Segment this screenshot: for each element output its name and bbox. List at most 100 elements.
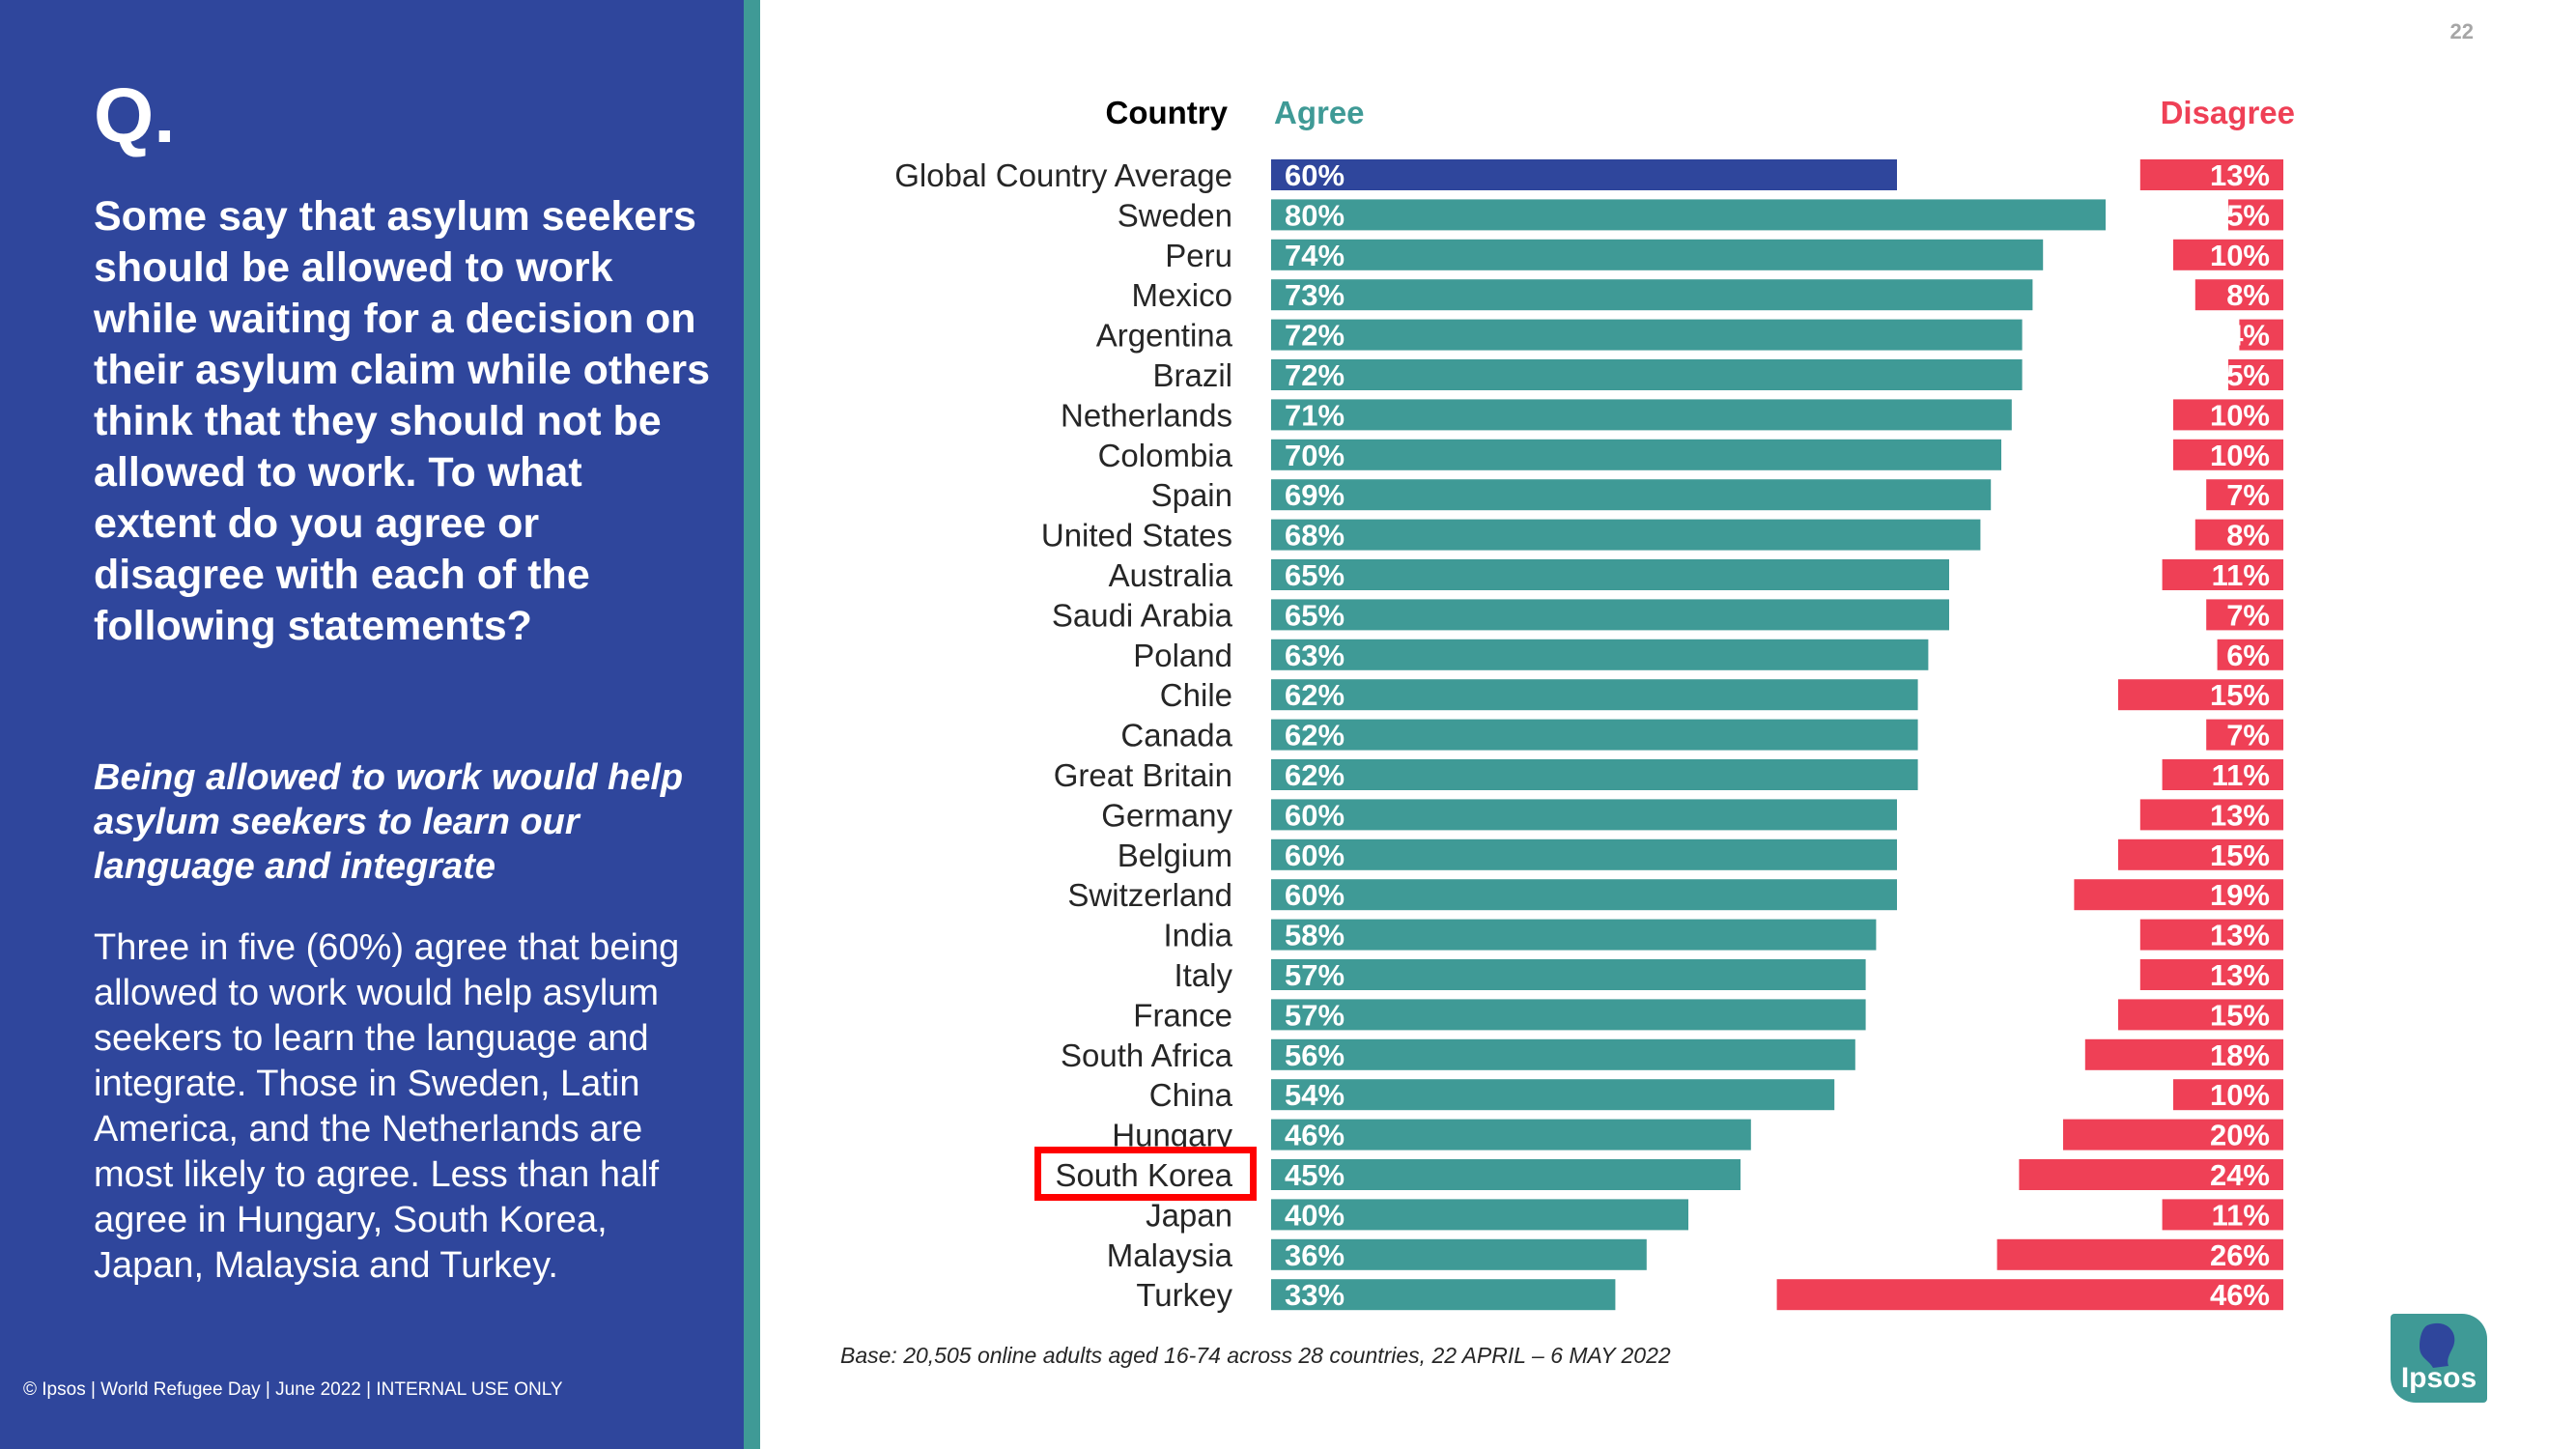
agree-bar: [1271, 439, 2001, 470]
accent-strip: [744, 0, 760, 1449]
country-label: China: [1149, 1077, 1233, 1113]
agree-value-label: 54%: [1285, 1078, 1345, 1112]
agree-value-label: 80%: [1285, 198, 1345, 232]
disagree-bar: [2239, 319, 2283, 351]
disagree-value-label: 6%: [2226, 639, 2270, 672]
agree-bar: [1271, 999, 1866, 1031]
disagree-bar: [2173, 399, 2283, 431]
country-label: United States: [1041, 518, 1232, 554]
agree-value-label: 63%: [1285, 639, 1345, 672]
country-label: Saudi Arabia: [1052, 597, 1233, 633]
ipsos-logo: Ipsos: [2391, 1314, 2487, 1403]
country-label: Netherlands: [1061, 397, 1232, 433]
agree-bar: [1271, 159, 1897, 190]
disagree-bar: [2118, 999, 2283, 1031]
country-label: Belgium: [1118, 838, 1232, 873]
agree-bar: [1271, 199, 2106, 231]
header-country: Country: [1106, 95, 1229, 130]
agree-bar: [1271, 1079, 1835, 1111]
header-disagree: Disagree: [2161, 95, 2295, 130]
disagree-bar: [2206, 479, 2283, 511]
agree-bar: [1271, 919, 1877, 951]
agree-value-label: 62%: [1285, 719, 1345, 753]
disagree-value-label: 13%: [2210, 919, 2270, 952]
disagree-bar: [2162, 759, 2283, 790]
agree-value-label: 60%: [1285, 158, 1345, 192]
agree-bar: [1271, 1119, 1751, 1151]
agree-value-label: 58%: [1285, 919, 1345, 952]
agree-value-label: 62%: [1285, 758, 1345, 792]
country-label: Brazil: [1152, 357, 1232, 393]
agree-value-label: 46%: [1285, 1119, 1345, 1152]
disagree-bar: [2206, 719, 2283, 751]
agree-value-label: 57%: [1285, 958, 1345, 992]
agree-value-label: 72%: [1285, 319, 1345, 353]
disagree-value-label: 8%: [2226, 278, 2270, 312]
agree-bar: [1271, 359, 2023, 390]
disagree-value-label: 10%: [2210, 439, 2270, 472]
country-label: Malaysia: [1107, 1237, 1233, 1273]
disagree-bar: [1776, 1279, 2283, 1311]
disagree-bar: [2118, 679, 2283, 711]
disagree-value-label: 11%: [2212, 1198, 2270, 1232]
chart-rows: Global Country Average 60% 13% Sweden 80% 5% P…: [894, 157, 2283, 1313]
country-label: South Korea: [1056, 1157, 1233, 1193]
agree-value-label: 69%: [1285, 478, 1345, 512]
country-label: Mexico: [1131, 277, 1232, 313]
country-label: Great Britain: [1054, 757, 1232, 793]
disagree-bar: [2206, 599, 2283, 631]
disagree-bar: [2173, 439, 2283, 470]
disagree-value-label: 15%: [2210, 838, 2270, 872]
country-label: Italy: [1174, 957, 1232, 993]
agree-value-label: 60%: [1285, 838, 1345, 872]
disagree-bar: [2084, 1038, 2283, 1070]
page-number: 22: [2449, 19, 2474, 43]
disagree-bar: [2118, 838, 2283, 870]
disagree-value-label: 24%: [2210, 1158, 2270, 1192]
disagree-bar: [2217, 639, 2283, 670]
country-label: Chile: [1160, 677, 1232, 713]
agree-bar: [1271, 959, 1866, 990]
disagree-value-label: 10%: [2210, 1078, 2270, 1112]
agree-value-label: 57%: [1285, 998, 1345, 1032]
q-label: Q.: [94, 72, 176, 158]
agree-value-label: 70%: [1285, 439, 1345, 472]
country-label: South Africa: [1061, 1037, 1233, 1073]
logo-text: Ipsos: [2400, 1362, 2477, 1394]
question-panel: Q. Some say that asylum seekers should b…: [0, 0, 744, 1449]
disagree-bar: [2194, 279, 2283, 311]
agree-value-label: 45%: [1285, 1158, 1345, 1192]
base-note: Base: 20,505 online adults aged 16-74 ac…: [840, 1343, 1671, 1368]
question-text: Some say that asylum seekers should be a…: [94, 193, 711, 649]
agree-value-label: 74%: [1285, 239, 1345, 272]
country-label: Switzerland: [1067, 877, 1232, 913]
disagree-value-label: 8%: [2226, 519, 2270, 553]
disagree-bar: [2139, 919, 2283, 951]
country-label: India: [1163, 918, 1232, 953]
country-label: Sweden: [1118, 197, 1232, 233]
country-label: Germany: [1101, 797, 1232, 833]
disagree-bar: [2162, 1199, 2283, 1231]
disagree-value-label: 13%: [2210, 158, 2270, 192]
agree-value-label: 71%: [1285, 398, 1345, 432]
disagree-value-label: 20%: [2210, 1119, 2270, 1152]
country-label: France: [1133, 997, 1232, 1033]
agree-bar: [1271, 879, 1897, 911]
agree-value-label: 33%: [1285, 1278, 1345, 1312]
summary-text: Three in five (60%) agree that being all…: [94, 927, 680, 1286]
agree-bar: [1271, 599, 1949, 631]
agree-value-label: 65%: [1285, 598, 1345, 632]
agree-bar: [1271, 639, 1929, 670]
disagree-value-label: 10%: [2210, 239, 2270, 272]
disagree-value-label: 5%: [2226, 358, 2270, 392]
agree-value-label: 56%: [1285, 1038, 1345, 1072]
agree-bar: [1271, 479, 1992, 511]
disagree-value-label: 5%: [2226, 198, 2270, 232]
agree-bar: [1271, 1279, 1616, 1311]
header-agree: Agree: [1274, 95, 1365, 130]
disagree-value-label: 13%: [2210, 798, 2270, 832]
agree-value-label: 72%: [1285, 358, 1345, 392]
agree-bar: [1271, 799, 1897, 831]
disagree-bar: [2019, 1159, 2283, 1190]
